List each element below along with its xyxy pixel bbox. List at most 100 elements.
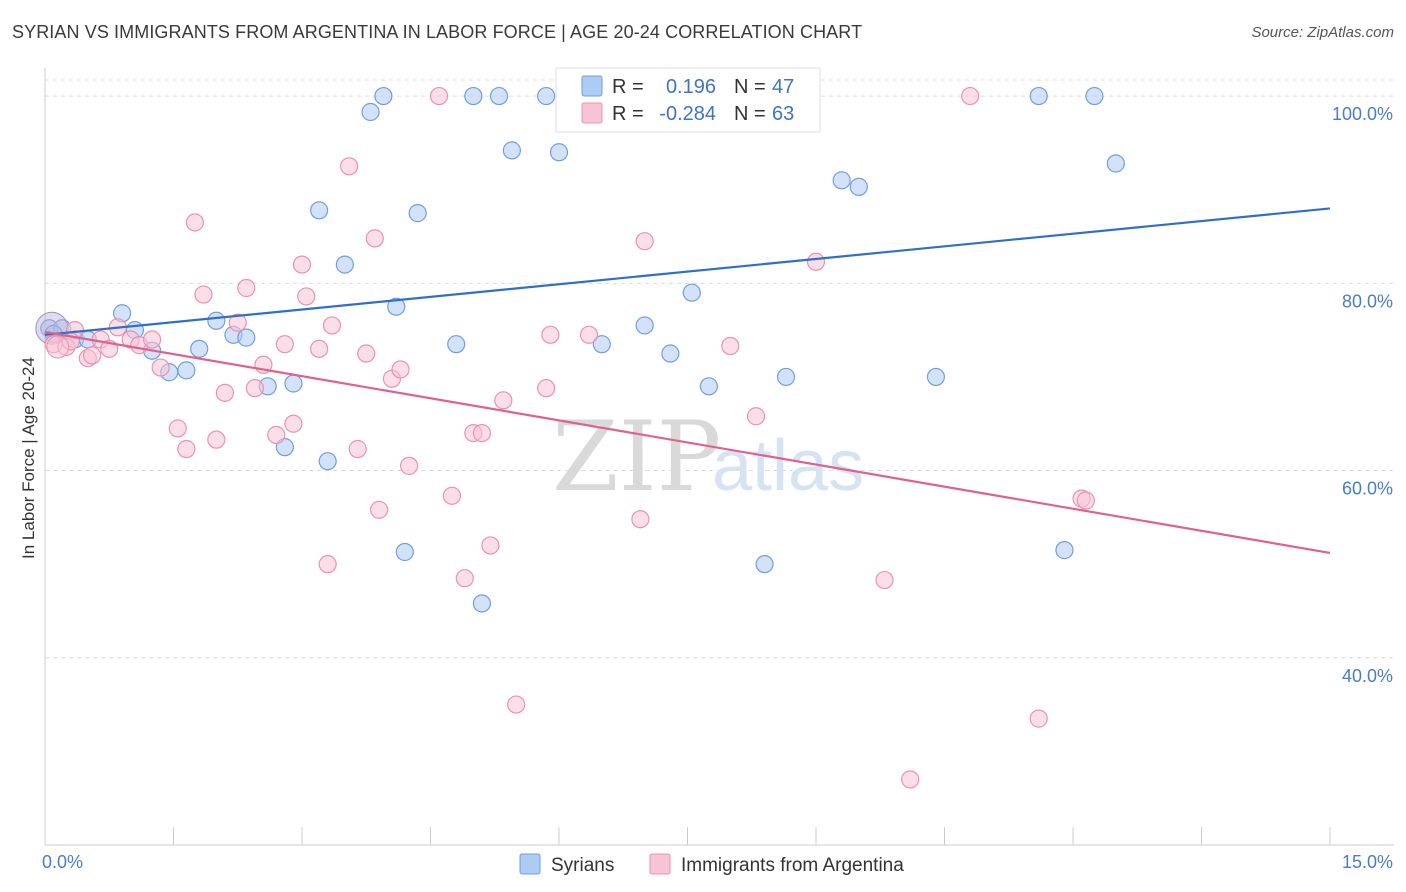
argentina-point-20 [267,425,286,445]
argentina-point-53 [806,252,826,271]
argentina-point-18 [245,379,264,398]
argentina-point-9 [151,358,170,377]
argentina-point-15 [215,383,234,402]
syrians-point-37 [755,555,774,574]
legend-r-value-syrians: 0.196 [666,76,716,98]
watermark: ZIP atlas [552,401,864,513]
argentina-point-49 [635,232,654,251]
syrians-point-15 [284,374,303,393]
argentina-point-54 [875,570,894,590]
argentina-point-59 [83,346,102,365]
argentina-point-52 [746,407,766,426]
argentina-point-14 [207,430,226,449]
syrians-point-8 [177,361,196,380]
y-tick-label-100: 100.0% [1332,104,1393,124]
argentina-point-12 [185,213,205,232]
argentina-point-57 [1029,709,1048,728]
argentina-point-51 [721,336,740,356]
syrians-point-45 [1106,154,1125,173]
argentina-point-24 [297,287,316,306]
trend-lines [44,207,1331,555]
chart-source: Source: ZipAtlas.com [1251,24,1394,41]
syrians-point-20 [374,86,393,106]
argentina-point-43 [507,695,526,714]
argentina-trend-line [44,330,1331,555]
legend-swatch-argentina [581,102,603,124]
legend-n-value-syrians: 47 [772,76,794,98]
series-legend: Syrians Immigrants from Argentina [519,853,904,876]
legend-r-label-argentina: R = [612,103,644,125]
syrians-point-18 [335,255,354,274]
argentina-point-38 [455,569,474,588]
x-tick-label-max: 15.0% [1342,852,1393,872]
legend-n-label-syrians: N = [734,76,766,98]
syrians-points [35,86,1125,613]
argentina-point-28 [340,157,359,176]
y-tick-label-80: 80.0% [1342,291,1393,311]
bottom-legend-swatch-syrians [519,853,541,875]
x-tick-label-min: 0.0% [42,852,83,872]
argentina-point-32 [370,500,389,519]
argentina-point-34 [391,360,410,379]
argentina-point-27 [322,316,342,335]
y-axis-label: In Labor Force | Age 20-24 [19,357,38,559]
argentina-point-46 [579,325,599,344]
argentina-point-8 [142,330,162,349]
syrians-point-17 [318,452,337,471]
argentina-point-22 [284,414,303,433]
syrians-point-24 [447,335,466,354]
grid-lines [45,79,1394,659]
argentina-point-35 [399,456,419,475]
syrians-point-28 [502,141,521,160]
syrians-point-27 [489,86,509,106]
syrians-point-30 [549,143,569,162]
argentina-point-29 [348,439,367,459]
legend-swatch-syrians [581,75,603,97]
syrians-point-39 [832,171,851,190]
syrians-point-40 [849,177,868,196]
legend-n-label-argentina: N = [734,103,766,125]
y-tick-label-40: 40.0% [1342,666,1393,686]
argentina-point-cluster [46,335,70,359]
argentina-point-48 [631,510,650,529]
argentina-point-31 [365,229,384,248]
bottom-legend-swatch-argentina [649,853,671,875]
syrians-point-19 [361,102,380,122]
bottom-legend-label-argentina: Immigrants from Argentina [681,855,904,876]
syrians-point-9 [190,339,209,358]
syrians-point-26 [472,594,491,613]
syrians-point-21 [387,297,406,316]
axes [44,68,1394,846]
argentina-point-44 [537,379,556,398]
argentina-point-40 [472,423,491,443]
argentina-point-10 [168,419,187,438]
syrians-trend-line [44,207,1331,336]
chart-title: SYRIAN VS IMMIGRANTS FROM ARGENTINA IN L… [12,22,863,42]
syrians-point-10 [207,311,226,330]
argentina-point-21 [275,335,294,354]
watermark-atlas: atlas [712,426,864,506]
legend-r-value-argentina: -0.284 [659,103,716,125]
syrians-point-29 [537,86,556,106]
argentina-point-26 [318,555,337,574]
argentina-point-16 [228,313,247,332]
argentina-point-36 [429,86,449,106]
argentina-point-62 [1076,491,1095,510]
legend-r-label-syrians: R = [612,76,644,98]
syrians-point-38 [776,367,796,387]
argentina-point-37 [442,486,462,505]
bottom-legend-label-syrians: Syrians [551,855,614,876]
syrians-point-25 [464,86,483,106]
legend-n-value-argentina: 63 [772,103,794,125]
syrians-point-41 [926,367,946,387]
watermark-zip: ZIP [552,401,721,513]
y-tick-label-60: 60.0% [1342,479,1393,499]
syrians-point-44 [1085,86,1104,106]
argentina-point-30 [357,344,376,363]
syrians-point-31 [592,335,611,354]
syrians-point-35 [682,283,701,302]
argentina-point-11 [177,439,196,459]
syrians-point-23 [408,204,427,223]
syrians-point-36 [699,377,719,396]
